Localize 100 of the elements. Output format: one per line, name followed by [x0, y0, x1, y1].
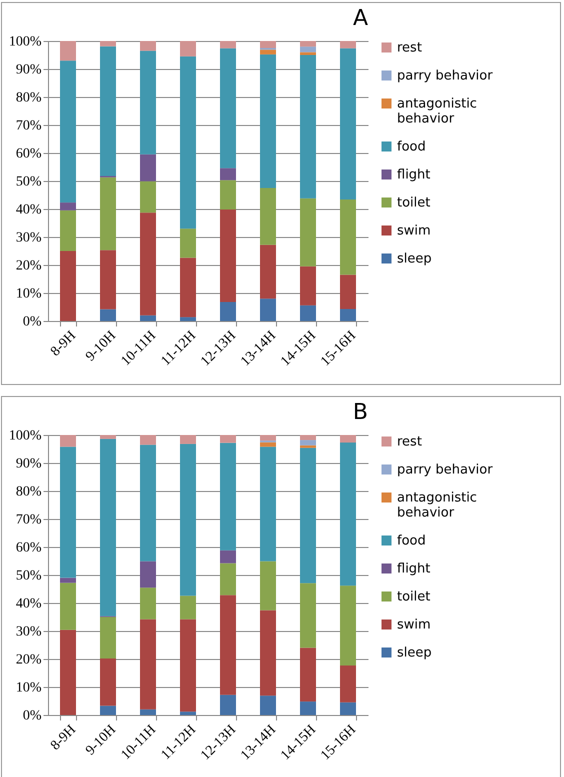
bar: [140, 41, 156, 51]
bar: [180, 712, 196, 715]
bar: [100, 706, 116, 715]
bar: [180, 228, 196, 258]
bar: [260, 696, 276, 715]
y-tick-label: 30%: [16, 624, 42, 640]
legend-label: rest: [397, 434, 422, 450]
bar: [260, 298, 276, 321]
bar: [140, 50, 156, 154]
bar: [300, 435, 316, 440]
chart-title: B: [352, 400, 368, 425]
bar: [300, 55, 316, 198]
bar: [60, 41, 76, 61]
bar: [140, 619, 156, 710]
bar: [260, 610, 276, 696]
bar: [140, 444, 156, 562]
bar: [220, 550, 236, 564]
bar: [140, 561, 156, 588]
y-tick-label: 50%: [16, 568, 42, 584]
bar: [180, 444, 196, 596]
bar: [100, 435, 116, 439]
bar: [100, 250, 116, 310]
bar: [300, 41, 316, 47]
bar: [340, 199, 356, 275]
legend-label: antagonistic behavior: [397, 96, 477, 126]
bar: [140, 315, 156, 321]
bar: [180, 619, 196, 712]
bar: [60, 582, 76, 630]
bar: [260, 442, 276, 447]
bar: [140, 181, 156, 213]
bar: [180, 317, 196, 321]
bar: [300, 440, 316, 446]
bar: [260, 446, 276, 562]
bar: [300, 46, 316, 52]
y-tick-label: 10%: [16, 286, 42, 302]
legend-label: parry behavior: [397, 462, 494, 478]
bar: [100, 438, 116, 616]
bar: [220, 442, 236, 550]
legend-label: swim: [397, 618, 431, 632]
bar: [260, 50, 276, 54]
bar: [300, 648, 316, 702]
bar: [300, 266, 316, 306]
bar: [140, 588, 156, 620]
bar: [100, 309, 116, 321]
bar: [220, 41, 236, 48]
bar: [180, 435, 196, 444]
bar: [100, 46, 116, 176]
bar: [300, 305, 316, 321]
bar: [300, 448, 316, 584]
legend-label: rest: [397, 40, 422, 56]
bar: [220, 302, 236, 321]
y-tick-label: 40%: [16, 202, 42, 218]
bar: [100, 617, 116, 658]
legend-label: parry behavior: [397, 68, 494, 84]
bar: [180, 56, 196, 229]
y-tick-label: 60%: [16, 146, 42, 162]
bar: [180, 258, 196, 318]
legend-label: toilet: [397, 590, 430, 604]
bar: [260, 54, 276, 188]
y-tick-label: 0%: [22, 708, 42, 724]
bar: [180, 596, 196, 620]
bar: [340, 48, 356, 200]
bar: [300, 583, 316, 648]
bar: [300, 702, 316, 715]
bar: [260, 435, 276, 441]
y-tick-label: 80%: [16, 484, 42, 500]
y-tick-label: 20%: [16, 258, 42, 274]
y-tick-label: 0%: [22, 314, 42, 330]
bar: [100, 658, 116, 706]
bar: [140, 709, 156, 715]
bar: [300, 198, 316, 266]
bar: [260, 561, 276, 610]
bar: [220, 180, 236, 210]
legend-label: food: [397, 140, 426, 154]
y-tick-label: 70%: [16, 118, 42, 134]
bar: [180, 41, 196, 56]
y-tick-label: 70%: [16, 512, 42, 528]
bar: [140, 212, 156, 316]
bar: [60, 210, 76, 251]
bar: [60, 60, 76, 203]
y-tick-label: 40%: [16, 596, 42, 612]
bar: [340, 586, 356, 666]
legend-label: food: [397, 534, 426, 548]
bar: [260, 188, 276, 245]
bar: [220, 595, 236, 695]
legend-label: swim: [397, 224, 431, 238]
bar: [220, 168, 236, 180]
y-tick-label: 90%: [16, 62, 42, 78]
bar: [260, 41, 276, 48]
bar: [340, 442, 356, 586]
y-tick-label: 50%: [16, 174, 42, 190]
y-tick-label: 20%: [16, 652, 42, 668]
bar: [100, 177, 116, 250]
legend-label: sleep: [397, 646, 432, 660]
bar: [300, 445, 316, 448]
bar: [140, 435, 156, 445]
bar: [220, 435, 236, 443]
y-tick-label: 80%: [16, 90, 42, 106]
bar: [340, 41, 356, 48]
y-tick-label: 100%: [8, 34, 42, 50]
